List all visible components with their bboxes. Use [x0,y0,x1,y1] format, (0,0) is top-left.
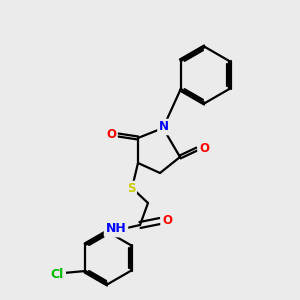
Text: N: N [159,121,169,134]
Text: O: O [162,214,172,226]
Text: Cl: Cl [51,268,64,281]
Text: O: O [106,128,116,140]
Text: NH: NH [106,223,126,236]
Text: S: S [127,182,135,196]
Text: O: O [199,142,209,154]
